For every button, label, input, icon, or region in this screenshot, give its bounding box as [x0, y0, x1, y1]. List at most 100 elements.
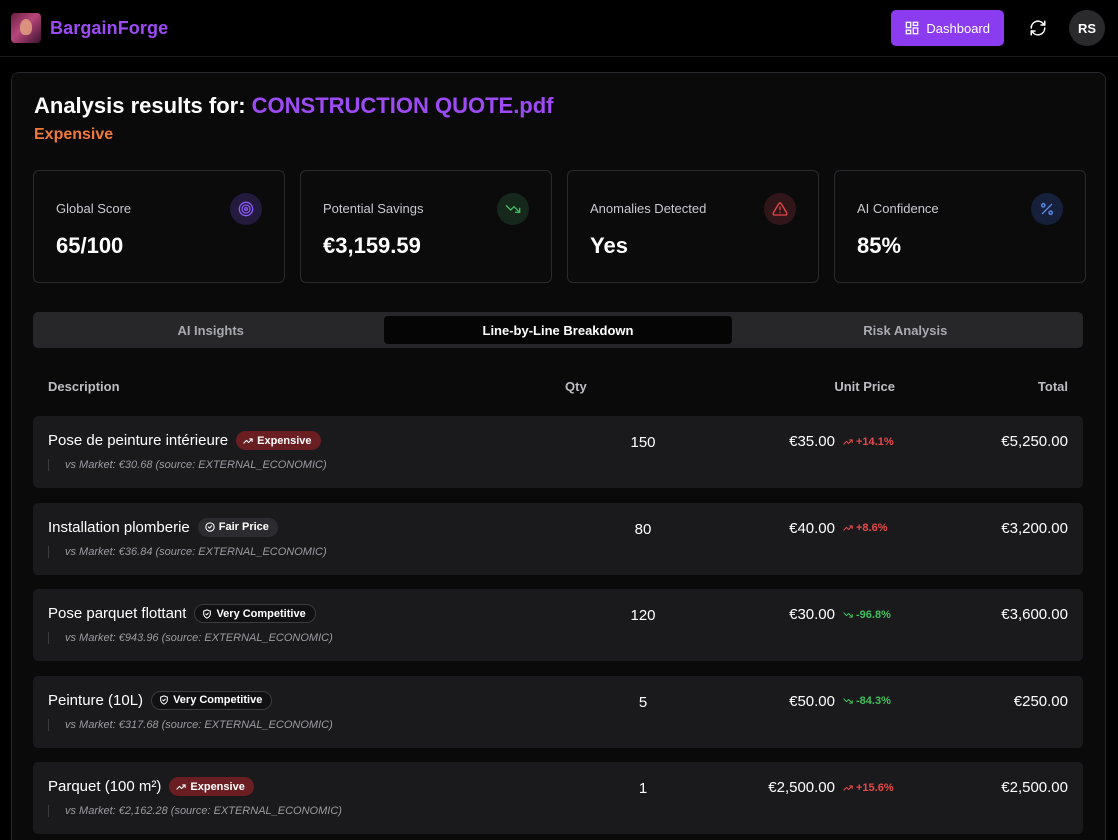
verdict-label: Expensive — [34, 126, 114, 143]
unit-price-cell: €30.00 -96.8% — [789, 606, 895, 623]
trending-down-icon — [843, 611, 853, 618]
price-badge: Expensive — [169, 777, 254, 796]
trending-up-icon — [843, 438, 853, 445]
market-comparison: vs Market: €943.96 (source: EXTERNAL_ECO… — [48, 632, 333, 644]
stat-value: €3,159.59 — [323, 233, 421, 258]
trending-up-icon — [176, 783, 187, 790]
table-header: Description Qty Unit Price Total — [33, 373, 1083, 399]
trending-up-icon — [843, 784, 853, 791]
price-delta: +8.6% — [843, 522, 895, 534]
tab-risk-analysis[interactable]: Risk Analysis — [863, 322, 948, 338]
stat-label: Potential Savings — [323, 201, 424, 216]
stat-card-anomalies: Anomalies Detected Yes — [567, 170, 819, 283]
badge-label: Expensive — [190, 780, 245, 793]
percent-icon — [1031, 193, 1063, 225]
trending-down-icon — [497, 193, 529, 225]
item-qty: 1 — [638, 780, 648, 797]
item-qty: 120 — [630, 607, 656, 624]
delta-value: +14.1% — [856, 435, 894, 448]
table-row[interactable]: Parquet (100 m²) Expensive vs Market: €2… — [33, 762, 1083, 834]
market-comparison: vs Market: €36.84 (source: EXTERNAL_ECON… — [48, 545, 327, 558]
unit-price: €35.00 — [789, 433, 835, 450]
stat-card-potential-savings: Potential Savings €3,159.59 — [300, 170, 552, 283]
analysis-panel: Analysis results for: CONSTRUCTION QUOTE… — [11, 72, 1106, 840]
row-description: Installation plomberie Fair Price — [48, 517, 278, 537]
table-row[interactable]: Pose de peinture intérieure Expensive vs… — [33, 416, 1083, 488]
unit-price-cell: €35.00 +14.1% — [789, 433, 895, 450]
user-avatar[interactable]: RS — [1069, 10, 1105, 46]
badge-label: Fair Price — [218, 521, 269, 533]
title-prefix: Analysis results for: — [34, 93, 246, 118]
stat-value: Yes — [590, 233, 628, 258]
refresh-icon — [1030, 20, 1046, 36]
row-description: Peinture (10L) Very Competitive — [48, 690, 273, 710]
trending-up-icon — [843, 525, 853, 531]
stat-value: 85% — [857, 233, 902, 258]
price-badge: Fair Price — [197, 517, 278, 537]
item-total: €3,600.00 — [1001, 606, 1068, 623]
price-delta: -84.3% — [843, 695, 895, 707]
market-comparison: vs Market: €30.68 (source: EXTERNAL_ECON… — [48, 459, 327, 471]
tab-line-by-line-breakdown[interactable]: Line-by-Line Breakdown — [384, 316, 732, 344]
dashboard-button[interactable]: Dashboard — [891, 10, 1004, 46]
stat-label: Global Score — [56, 201, 132, 216]
item-qty: 150 — [630, 434, 656, 451]
dashboard-button-label: Dashboard — [926, 20, 990, 36]
column-unit-price: Unit Price — [834, 379, 895, 394]
unit-price: €2,500.00 — [768, 779, 835, 796]
price-delta: +15.6% — [843, 782, 895, 794]
analysis-tabs: AI Insights Line-by-Line Breakdown Risk … — [33, 312, 1083, 348]
dashboard-icon — [906, 21, 919, 35]
trending-up-icon — [243, 437, 253, 444]
line-items: Pose de peinture intérieure Expensive vs… — [33, 416, 1083, 840]
warning-icon — [764, 193, 796, 225]
delta-value: -96.8% — [856, 608, 891, 621]
item-total: €3,200.00 — [1001, 519, 1068, 537]
delta-value: -84.3% — [856, 695, 891, 707]
stats-cards: Global Score 65/100 Potential Savings €3… — [33, 170, 1086, 283]
unit-price-cell: €50.00 -84.3% — [789, 693, 895, 710]
item-total: €2,500.00 — [1001, 779, 1068, 796]
unit-price: €30.00 — [789, 606, 835, 623]
item-qty: 80 — [634, 520, 652, 538]
row-description: Pose parquet flottant Very Competitive — [48, 604, 316, 623]
tab-ai-insights[interactable]: AI Insights — [177, 322, 244, 338]
market-comparison: vs Market: €2,162.28 (source: EXTERNAL_E… — [48, 805, 342, 817]
page-title: Analysis results for: CONSTRUCTION QUOTE… — [34, 93, 554, 119]
check-circle-icon — [205, 522, 215, 532]
column-qty: Qty — [565, 379, 587, 394]
table-row[interactable]: Pose parquet flottant Very Competitive v… — [33, 589, 1083, 661]
table-row[interactable]: Installation plomberie Fair Price vs Mar… — [33, 502, 1083, 575]
unit-price-cell: €40.00 +8.6% — [789, 520, 895, 537]
item-name: Parquet (100 m²) — [48, 778, 162, 795]
price-badge: Very Competitive — [194, 604, 316, 623]
brand-logo[interactable] — [11, 13, 41, 43]
price-delta: +14.1% — [843, 436, 895, 448]
badge-label: Expensive — [257, 434, 312, 447]
column-description: Description — [48, 379, 120, 394]
row-description: Parquet (100 m²) Expensive — [48, 777, 254, 796]
delta-value: +15.6% — [856, 781, 894, 794]
refresh-button[interactable] — [1020, 10, 1056, 46]
item-total: €250.00 — [1013, 692, 1068, 710]
table-row[interactable]: Peinture (10L) Very Competitive vs Marke… — [33, 675, 1083, 748]
trending-down-icon — [843, 698, 853, 704]
stat-label: Anomalies Detected — [590, 201, 707, 216]
item-name: Installation plomberie — [48, 518, 190, 536]
stat-card-ai-confidence: AI Confidence 85% — [834, 170, 1086, 283]
unit-price: €50.00 — [789, 692, 835, 710]
file-name: CONSTRUCTION QUOTE.pdf — [251, 93, 554, 118]
price-badge: Very Competitive — [151, 690, 273, 710]
stat-card-global-score: Global Score 65/100 — [33, 170, 285, 283]
item-name: Peinture (10L) — [48, 691, 144, 709]
delta-value: +8.6% — [856, 522, 888, 534]
item-name: Pose parquet flottant — [48, 605, 187, 622]
price-badge: Expensive — [236, 431, 321, 450]
market-comparison: vs Market: €317.68 (source: EXTERNAL_ECO… — [48, 718, 333, 731]
brand-name[interactable]: BargainForge — [50, 17, 169, 38]
item-qty: 5 — [638, 693, 648, 711]
price-delta: -96.8% — [843, 609, 895, 621]
item-name: Pose de peinture intérieure — [48, 432, 229, 449]
unit-price: €40.00 — [789, 519, 835, 537]
stat-value: 65/100 — [56, 233, 124, 258]
